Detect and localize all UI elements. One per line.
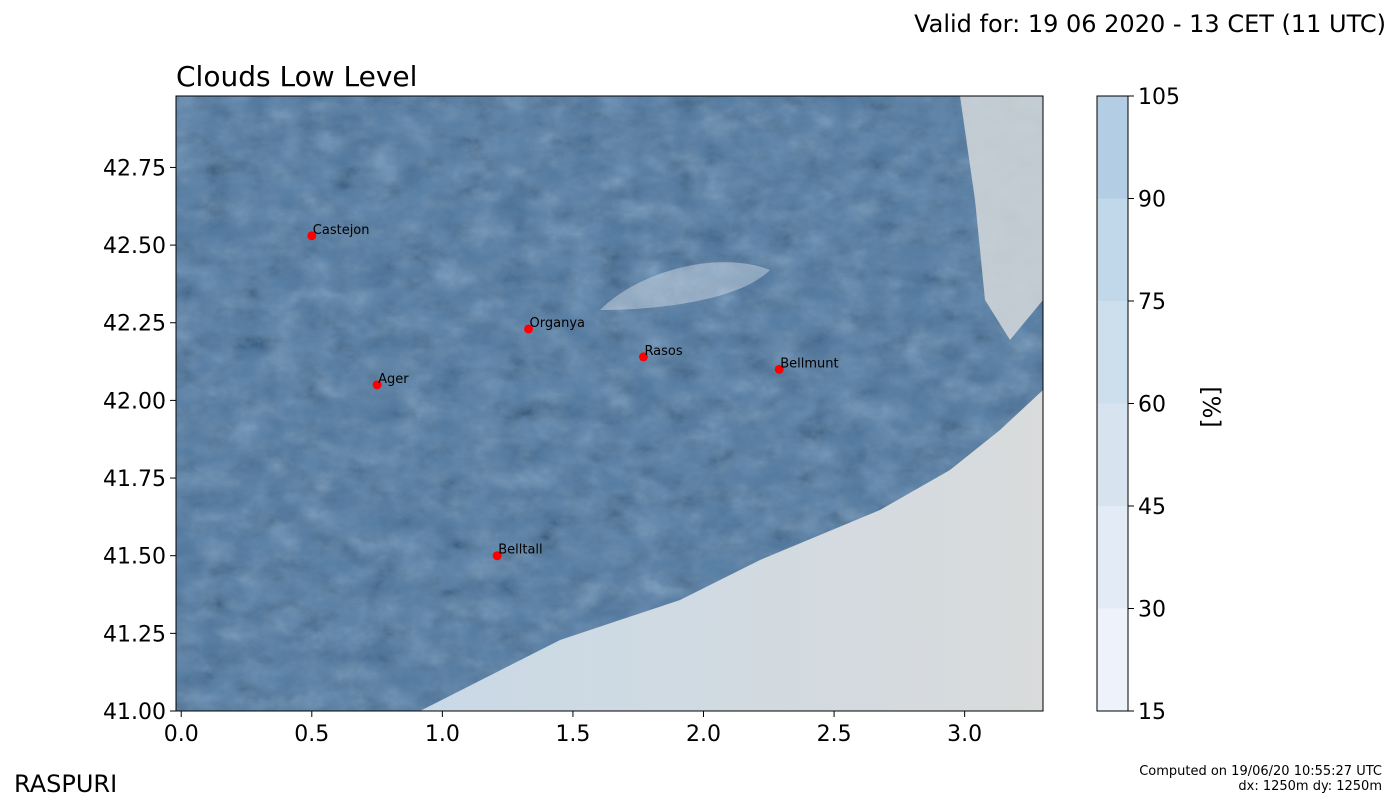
place-label: Rasos (644, 344, 682, 359)
place-marker (492, 551, 502, 561)
place-marker (372, 380, 382, 390)
colorbar-tick-label: 105 (1138, 85, 1180, 110)
colorbar-band (1097, 506, 1128, 609)
y-axis: 41.00 41.25 41.50 41.75 42.00 42.25 42.50 42.75 (103, 156, 176, 725)
computed-info: Computed on 19/06/20 10:55:27 UTC dx: 12… (1139, 764, 1382, 794)
place-label: Organya (530, 316, 585, 331)
x-tick-label: 2.0 (686, 722, 721, 747)
y-tick-label: 41.25 (103, 622, 166, 647)
plot-frame (175, 95, 1044, 712)
x-tick-label: 1.0 (425, 722, 460, 747)
colorbar-tick-label: 30 (1138, 598, 1166, 623)
y-tick-label: 42.25 (103, 312, 166, 337)
grid-resolution: dx: 1250m dy: 1250m (1238, 779, 1382, 794)
place-marker (774, 364, 784, 374)
x-tick-label: 2.5 (817, 722, 852, 747)
sea-area-north (960, 96, 1043, 340)
y-tick-label: 42.75 (103, 156, 166, 181)
x-tick-label: 0.5 (294, 722, 329, 747)
map-plot-area (176, 96, 1043, 711)
x-tick-label: 3.0 (947, 722, 982, 747)
place-label: Bellmunt (780, 356, 838, 371)
snow-highlight (600, 262, 770, 310)
x-tick-label: 0.0 (164, 722, 199, 747)
computed-timestamp: Computed on 19/06/20 10:55:27 UTC (1139, 764, 1382, 779)
colorbar-tick-label: 15 (1138, 700, 1166, 725)
sea-area (420, 390, 1043, 711)
colorbar-tick-label: 75 (1138, 290, 1166, 315)
y-tick-label: 42.00 (103, 389, 166, 414)
colorbar-tick-label: 45 (1138, 495, 1166, 520)
brand-label: RASPURI (14, 770, 118, 798)
colorbar-tick-label: 60 (1138, 393, 1166, 418)
colorbar-unit-label: [%] (1196, 386, 1225, 428)
y-tick-label: 41.50 (103, 545, 166, 570)
map-title: Clouds Low Level (176, 60, 418, 93)
y-tick-label: 42.50 (103, 234, 166, 259)
x-tick-label: 1.5 (555, 722, 590, 747)
place-label: Ager (378, 372, 409, 387)
colorbar-tick-label: 90 (1138, 188, 1166, 213)
place-marker (638, 352, 648, 362)
colorbar-band (1097, 198, 1128, 301)
place-marker (524, 324, 534, 334)
x-axis: 0.0 0.5 1.0 1.5 2.0 2.5 3.0 (164, 711, 982, 747)
place-label: Belltall (498, 543, 542, 558)
y-tick-label: 41.75 (103, 467, 166, 492)
valid-time-label: Valid for: 19 06 2020 - 13 CET (11 UTC) (914, 10, 1386, 38)
colorbar-band (1097, 403, 1128, 506)
colorbar: 15 30 45 60 75 90 105 (1096, 85, 1180, 725)
colorbar-band (1097, 301, 1128, 404)
colorbar-band (1097, 608, 1128, 711)
colorbar-band (1097, 96, 1128, 199)
place-marker (307, 231, 317, 241)
place-label: Castejon (313, 223, 370, 238)
place-markers: Castejon Organya Rasos Bellmunt Ager Belltall (307, 223, 839, 561)
y-tick-label: 41.00 (103, 700, 166, 725)
